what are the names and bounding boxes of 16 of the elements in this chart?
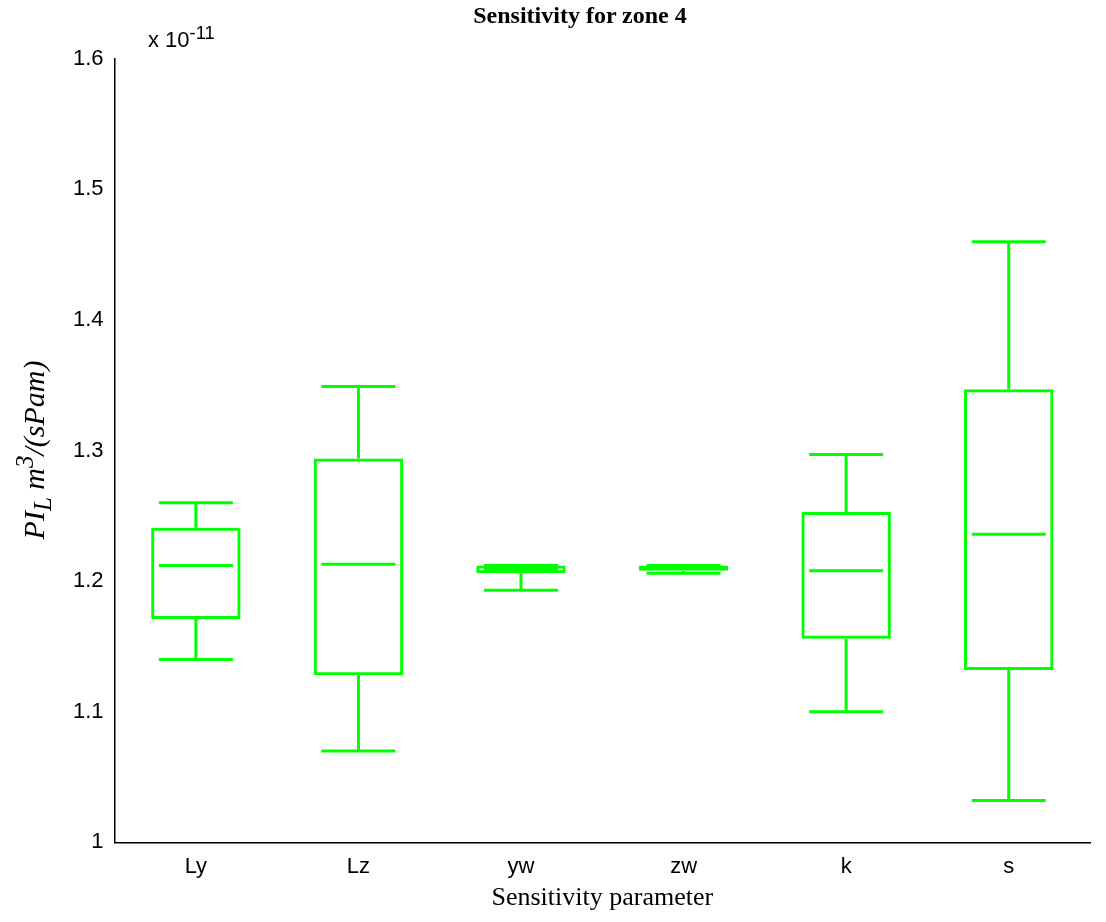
y-tick-label: 1.3 (72, 436, 104, 462)
y-tick-label: 1.6 (72, 44, 104, 70)
text: x 10$^{-11}$ (148, 22, 215, 54)
x-axis-title: Sensitivity parameter (491, 882, 714, 912)
y-tick-label: 1.5 (72, 175, 104, 201)
x-tick-label: s (1003, 852, 1015, 878)
y-tick-label: 1.1 (72, 697, 104, 723)
y-tick-label: 1 (91, 828, 104, 854)
x-tick-label: yw (507, 852, 535, 878)
x-tick-label: zw (670, 852, 698, 878)
chart-title: Sensitivity for zone 4 (473, 1, 687, 28)
y-tick-label: 1.4 (72, 306, 104, 332)
x-tick-label: k (840, 852, 853, 878)
y-tick-label: 1.2 (72, 567, 104, 593)
x-tick-label: Ly (184, 852, 208, 878)
x-tick-label: Lz (346, 852, 371, 878)
